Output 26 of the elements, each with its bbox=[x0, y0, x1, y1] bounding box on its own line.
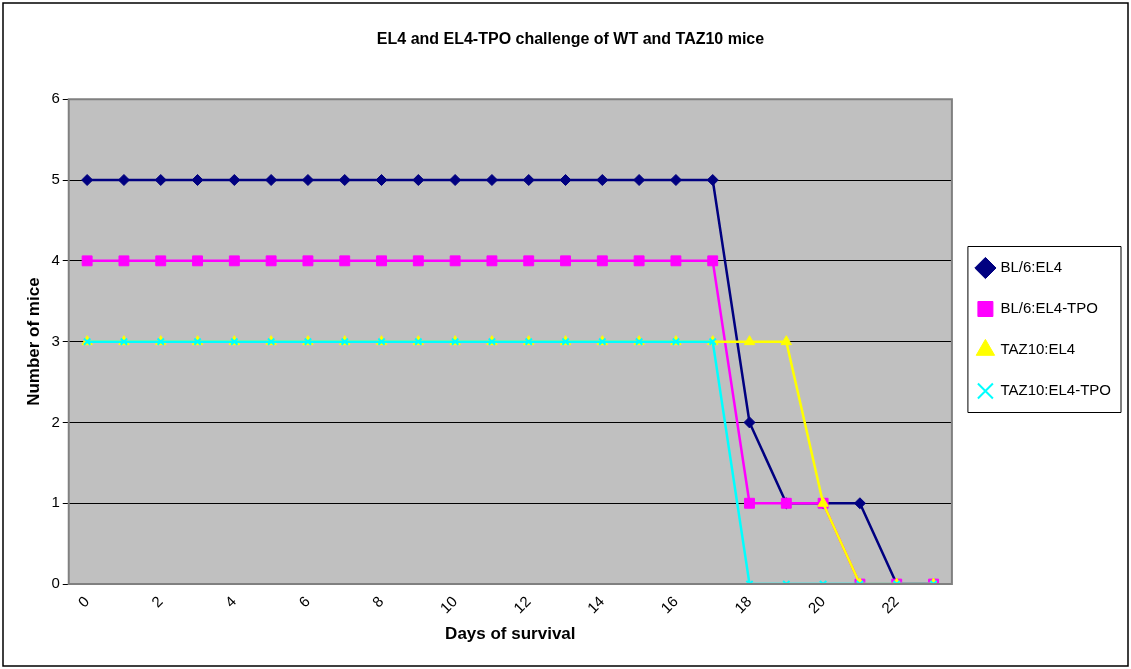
legend-label: BL/6:EL4 bbox=[1000, 258, 1063, 276]
x-tick-label: 14 bbox=[583, 592, 608, 617]
x-tick-label: 22 bbox=[877, 592, 902, 617]
legend-label: BL/6:EL4-TPO bbox=[1000, 299, 1098, 317]
x-tick-label: 8 bbox=[368, 592, 387, 611]
x-axis-title: Days of survival bbox=[445, 624, 576, 644]
x-tick-label: 20 bbox=[804, 592, 829, 617]
legend-label: TAZ10:EL4-TPO bbox=[1000, 381, 1112, 399]
y-tick-label: 5 bbox=[51, 170, 60, 188]
x-tick-label: 18 bbox=[730, 592, 755, 617]
y-tick-label: 6 bbox=[51, 89, 60, 107]
y-tick-label: 4 bbox=[51, 250, 60, 268]
y-tick-label: 2 bbox=[51, 412, 60, 430]
y-tick-label: 1 bbox=[51, 493, 60, 511]
x-tick-label: 6 bbox=[295, 592, 313, 611]
x-tick-label: 10 bbox=[436, 592, 461, 617]
legend-label: TAZ10:EL4 bbox=[1000, 340, 1076, 358]
chart-title: EL4 and EL4-TPO challenge of WT and TAZ10 mice bbox=[376, 30, 765, 48]
y-tick-label: 0 bbox=[51, 574, 60, 592]
y-axis-title: Number of mice bbox=[23, 277, 43, 406]
x-tick-label: 2 bbox=[147, 592, 166, 611]
x-tick-label: 0 bbox=[74, 592, 93, 611]
x-tick-label: 4 bbox=[221, 592, 240, 611]
y-tick-label: 3 bbox=[51, 331, 60, 349]
x-tick-label: 16 bbox=[657, 592, 681, 617]
x-tick-label: 12 bbox=[509, 592, 534, 617]
